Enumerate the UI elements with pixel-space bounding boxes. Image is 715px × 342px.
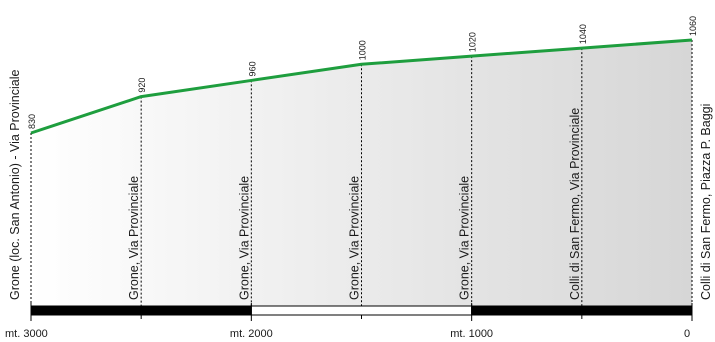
x-tick-label: mt. 3000 bbox=[5, 328, 48, 340]
place-label: Grone, Via Provinciale bbox=[348, 176, 362, 300]
place-label: Colli di San Fermo, Piazza P. Baggi bbox=[699, 104, 713, 300]
x-tick-label: mt. 2000 bbox=[230, 328, 273, 340]
place-label: Grone, Via Provinciale bbox=[127, 176, 141, 300]
elevation-label: 1000 bbox=[358, 40, 368, 60]
place-label: Colli di San Fermo, Via Provinciale bbox=[568, 108, 582, 300]
elevation-label: 960 bbox=[247, 61, 257, 76]
elevation-label: 1040 bbox=[578, 24, 588, 44]
scale-bar-segment-0 bbox=[30, 305, 252, 316]
x-tick-label: 0 bbox=[684, 328, 690, 340]
x-tick-label: mt. 1000 bbox=[450, 328, 493, 340]
place-label: Grone (loc. San Antonio) - Via Provincia… bbox=[8, 70, 22, 300]
elevation-label: 1060 bbox=[688, 16, 698, 36]
elevation-label: 830 bbox=[27, 114, 37, 129]
scale-bar-segment-1 bbox=[250, 305, 473, 316]
elevation-label: 1020 bbox=[468, 32, 478, 52]
place-label: Grone, Via Provinciale bbox=[237, 176, 251, 300]
scale-bar-segment-2 bbox=[471, 305, 693, 316]
elevation-label: 920 bbox=[137, 78, 147, 93]
place-label: Grone, Via Provinciale bbox=[458, 176, 472, 300]
profile-line bbox=[30, 38, 693, 135]
